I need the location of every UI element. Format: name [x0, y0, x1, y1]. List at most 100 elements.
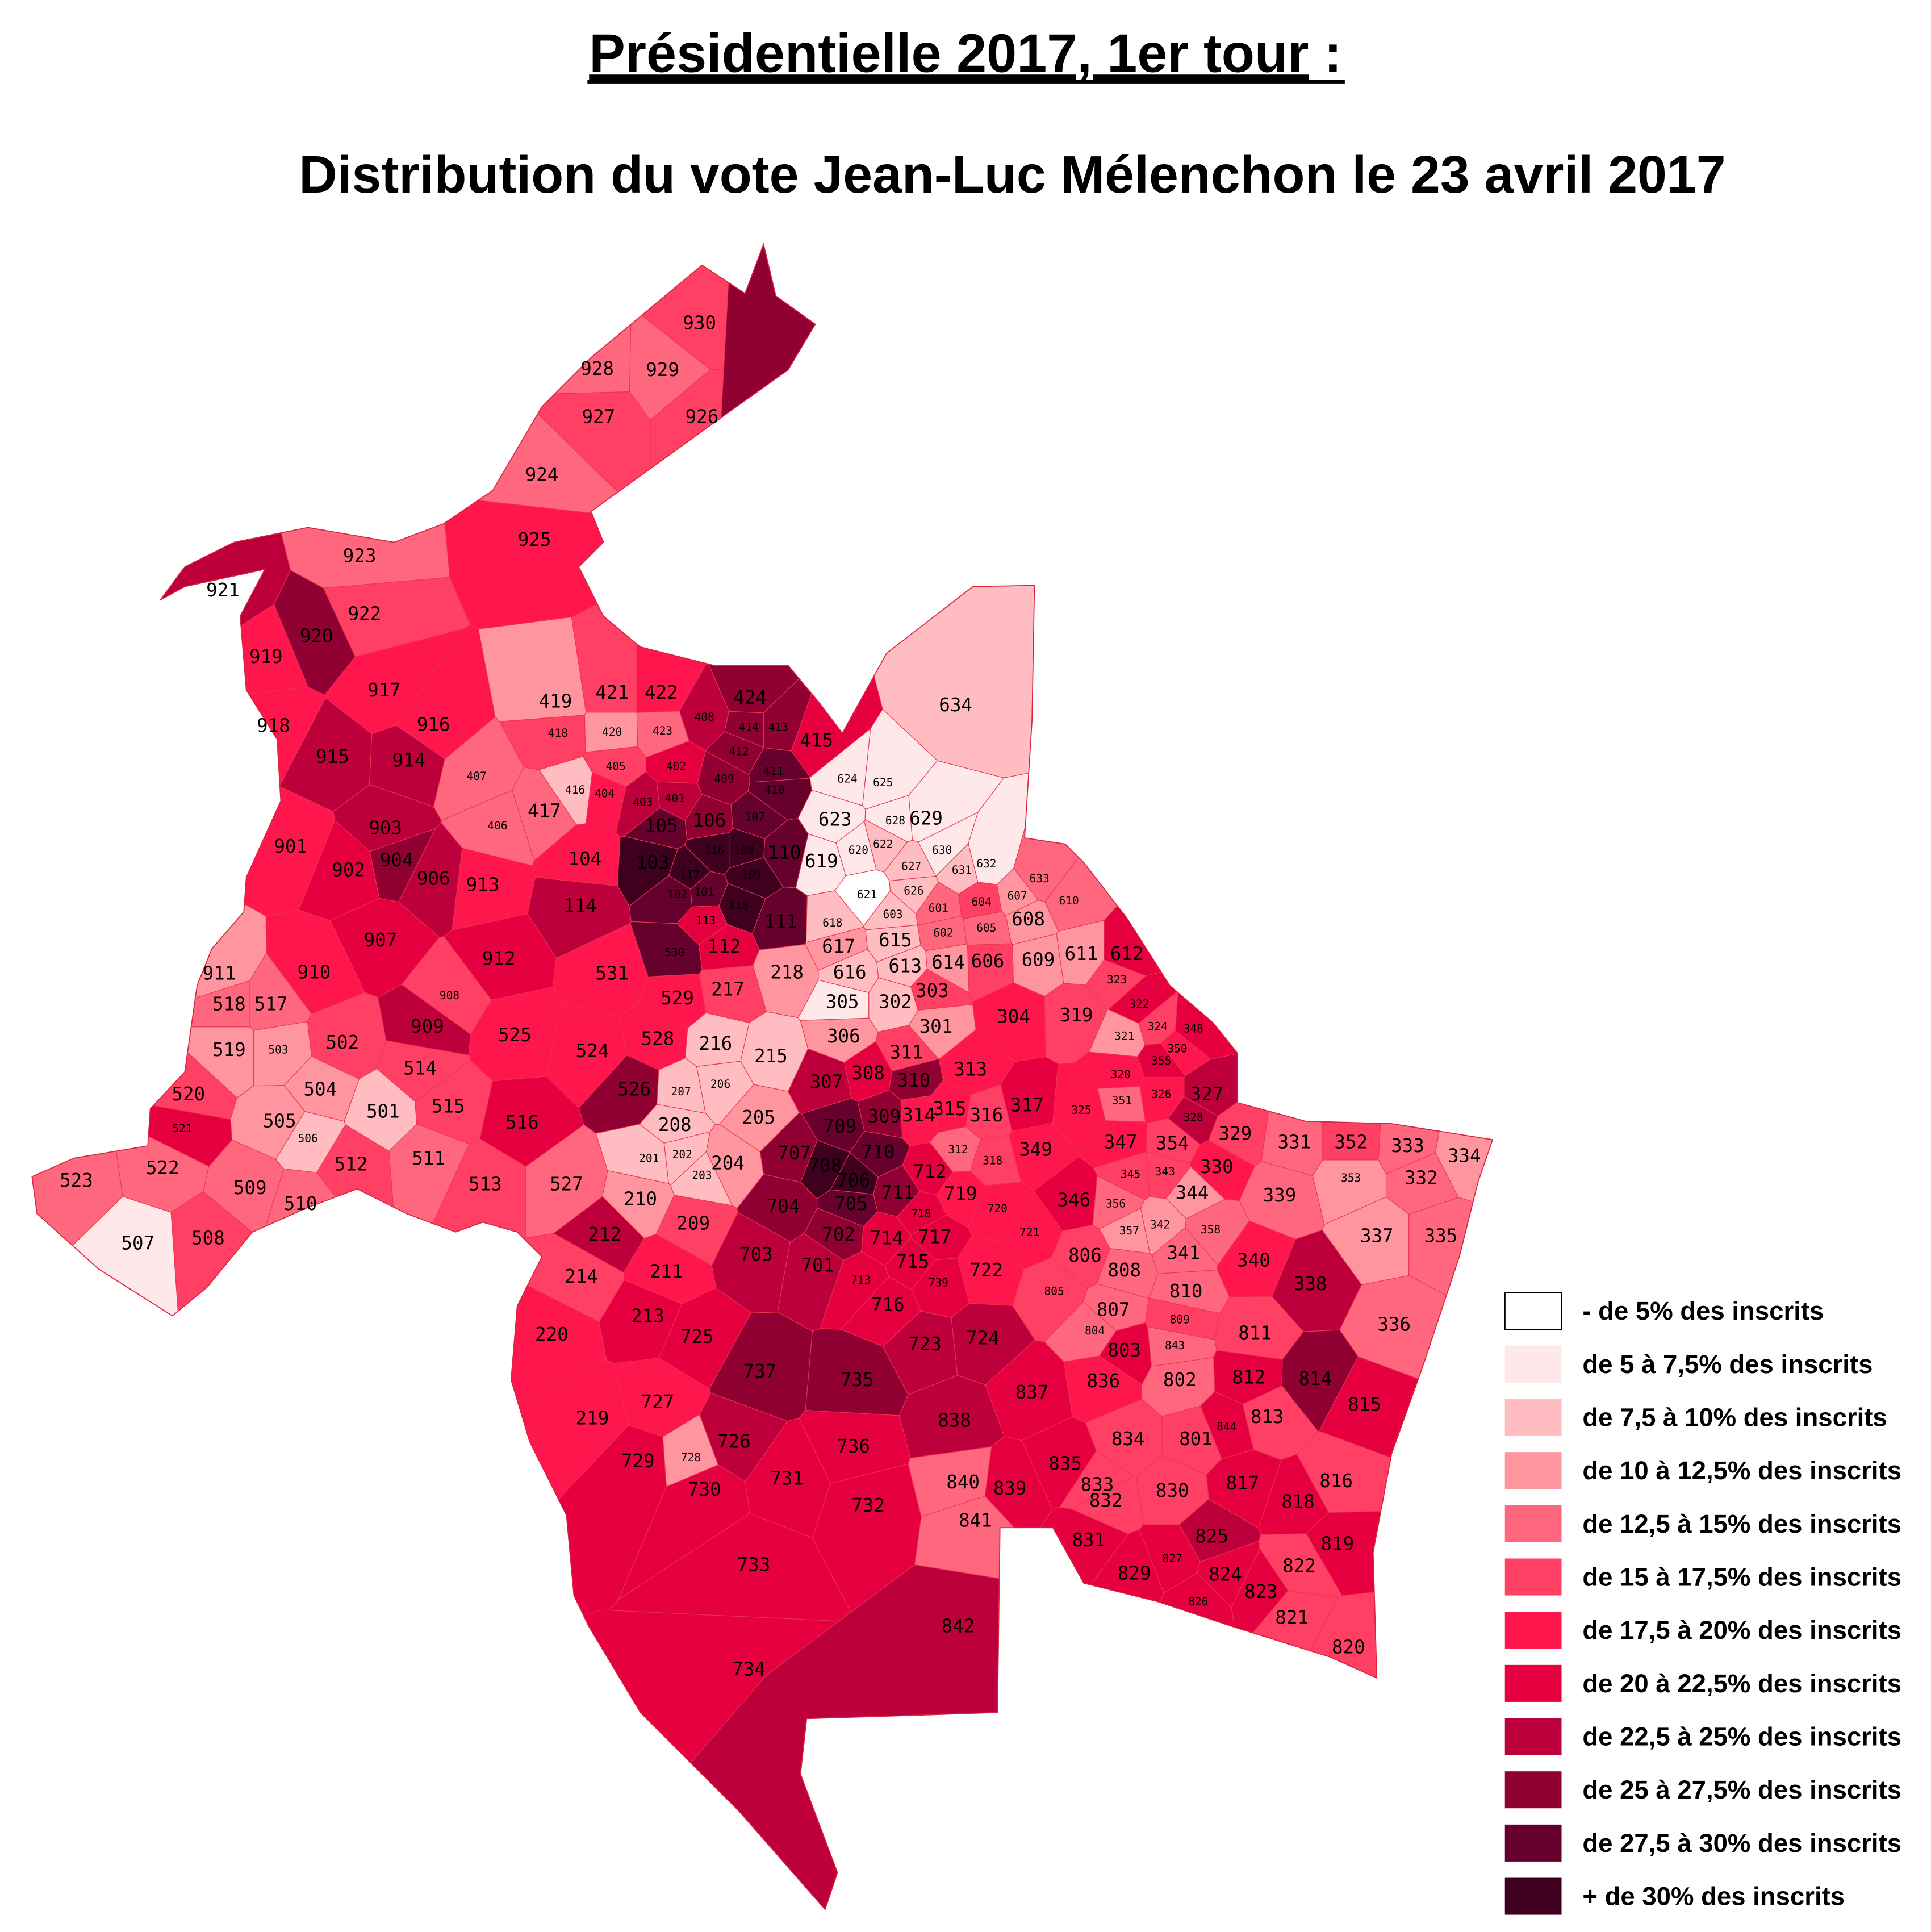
district-634[interactable] — [805, 222, 1931, 778]
district-112[interactable] — [698, 924, 760, 971]
district-label-102: 102 — [667, 888, 687, 901]
district-label-617: 617 — [822, 936, 855, 957]
legend-item: de 15 à 17,5% des inscrits — [1504, 1558, 1901, 1596]
district-label-508: 508 — [191, 1228, 225, 1249]
district-label-210: 210 — [624, 1188, 657, 1209]
legend-swatch — [1504, 1399, 1562, 1436]
district-label-403: 403 — [633, 796, 653, 809]
district-label-710: 710 — [862, 1141, 895, 1163]
district-label-715: 715 — [896, 1251, 929, 1272]
district-633[interactable] — [1013, 693, 1202, 903]
district-label-334: 334 — [1448, 1145, 1481, 1166]
district-label-340: 340 — [1237, 1250, 1270, 1271]
district-label-809: 809 — [1170, 1313, 1190, 1326]
district-label-610: 610 — [1059, 894, 1079, 907]
title-line1: Présidentielle 2017, 1er tour : — [589, 23, 1341, 84]
district-label-826: 826 — [1188, 1595, 1208, 1608]
district-406[interactable] — [441, 790, 535, 866]
district-label-357: 357 — [1119, 1224, 1139, 1237]
district-label-113: 113 — [696, 914, 716, 927]
district-label-355: 355 — [1151, 1054, 1171, 1067]
district-826[interactable] — [1013, 1572, 1239, 1931]
district-label-825: 825 — [1195, 1525, 1228, 1547]
district-label-623: 623 — [818, 808, 852, 830]
district-label-354: 354 — [1156, 1133, 1189, 1154]
district-510[interactable] — [261, 1168, 453, 1752]
district-821[interactable] — [1202, 1590, 1339, 1858]
district-label-726: 726 — [717, 1430, 751, 1452]
district-label-326: 326 — [1151, 1088, 1171, 1101]
district-label-735: 735 — [841, 1369, 874, 1391]
district-334[interactable] — [1435, 222, 1931, 1336]
legend-label: de 25 à 27,5% des inscrits — [1582, 1775, 1901, 1804]
district-label-732: 732 — [851, 1495, 885, 1516]
district-label-211: 211 — [650, 1261, 683, 1282]
district-label-917: 917 — [367, 679, 401, 701]
district-417[interactable] — [512, 766, 577, 861]
district-734[interactable] — [0, 1609, 1282, 1931]
district-label-344: 344 — [1176, 1182, 1209, 1203]
district-label-109: 109 — [741, 869, 761, 882]
district-label-341: 341 — [1167, 1242, 1200, 1264]
district-label-331: 331 — [1278, 1132, 1311, 1153]
district-label-348: 348 — [1184, 1023, 1203, 1036]
district-333[interactable] — [1378, 222, 1598, 1174]
district-label-725: 725 — [680, 1326, 714, 1347]
district-label-619: 619 — [805, 850, 838, 872]
district-label-816: 816 — [1319, 1470, 1353, 1492]
district-label-924: 924 — [525, 464, 559, 485]
district-label-911: 911 — [203, 963, 236, 984]
district-403[interactable] — [615, 771, 661, 837]
district-348[interactable] — [1175, 553, 1654, 1060]
district-label-706: 706 — [837, 1170, 870, 1191]
district-label-330: 330 — [1200, 1156, 1234, 1178]
district-923[interactable] — [202, 222, 450, 589]
legend-item: + de 30% des inscrits — [1504, 1877, 1845, 1915]
district-label-328: 328 — [1184, 1111, 1203, 1124]
district-918[interactable] — [0, 687, 326, 827]
district-507[interactable] — [0, 1196, 222, 1931]
district-label-902: 902 — [332, 859, 365, 881]
district-610[interactable] — [1044, 557, 1436, 932]
district-219[interactable] — [0, 1359, 629, 1931]
legend-label: - de 5% des inscrits — [1582, 1296, 1824, 1325]
district-925[interactable] — [442, 496, 674, 630]
district-label-625: 625 — [873, 776, 893, 789]
district-label-507: 507 — [121, 1232, 154, 1254]
district-label-718: 718 — [911, 1207, 931, 1220]
district-label-312: 312 — [948, 1143, 968, 1156]
district-label-601: 601 — [929, 902, 948, 915]
district-label-633: 633 — [1029, 872, 1049, 885]
district-label-802: 802 — [1163, 1369, 1197, 1391]
district-label-812: 812 — [1232, 1367, 1265, 1388]
legend-swatch — [1504, 1292, 1562, 1330]
district-label-346: 346 — [1057, 1189, 1090, 1211]
district-label-631: 631 — [952, 863, 972, 877]
legend-swatch — [1504, 1664, 1562, 1702]
district-label-913: 913 — [466, 874, 500, 895]
district-label-927: 927 — [582, 406, 615, 427]
district-409[interactable] — [697, 750, 750, 806]
district-508[interactable] — [170, 1191, 520, 1932]
legend-item: de 7,5 à 10% des inscrits — [1504, 1399, 1887, 1436]
district-label-318: 318 — [983, 1154, 1002, 1167]
legend-label: de 12,5 à 15% des inscrits — [1582, 1509, 1901, 1538]
district-label-609: 609 — [1022, 949, 1055, 971]
district-label-513: 513 — [469, 1173, 502, 1195]
district-729[interactable] — [149, 1425, 667, 1932]
district-label-819: 819 — [1320, 1533, 1354, 1554]
district-label-501: 501 — [366, 1100, 400, 1122]
district-label-912: 912 — [482, 948, 516, 969]
district-612[interactable] — [1104, 222, 1931, 977]
district-label-836: 836 — [1086, 1370, 1120, 1392]
district-335[interactable] — [1408, 1197, 1931, 1552]
district-label-202: 202 — [672, 1148, 692, 1161]
district-label-422: 422 — [645, 682, 678, 703]
district-label-823: 823 — [1244, 1581, 1278, 1603]
district-label-319: 319 — [1060, 1004, 1093, 1026]
district-label-523: 523 — [60, 1170, 93, 1191]
district-label-412: 412 — [729, 745, 749, 758]
district-928[interactable] — [188, 222, 632, 395]
title-block: Présidentielle 2017, 1er tour : Distribu… — [299, 23, 1725, 203]
legend-swatch — [1504, 1452, 1562, 1489]
